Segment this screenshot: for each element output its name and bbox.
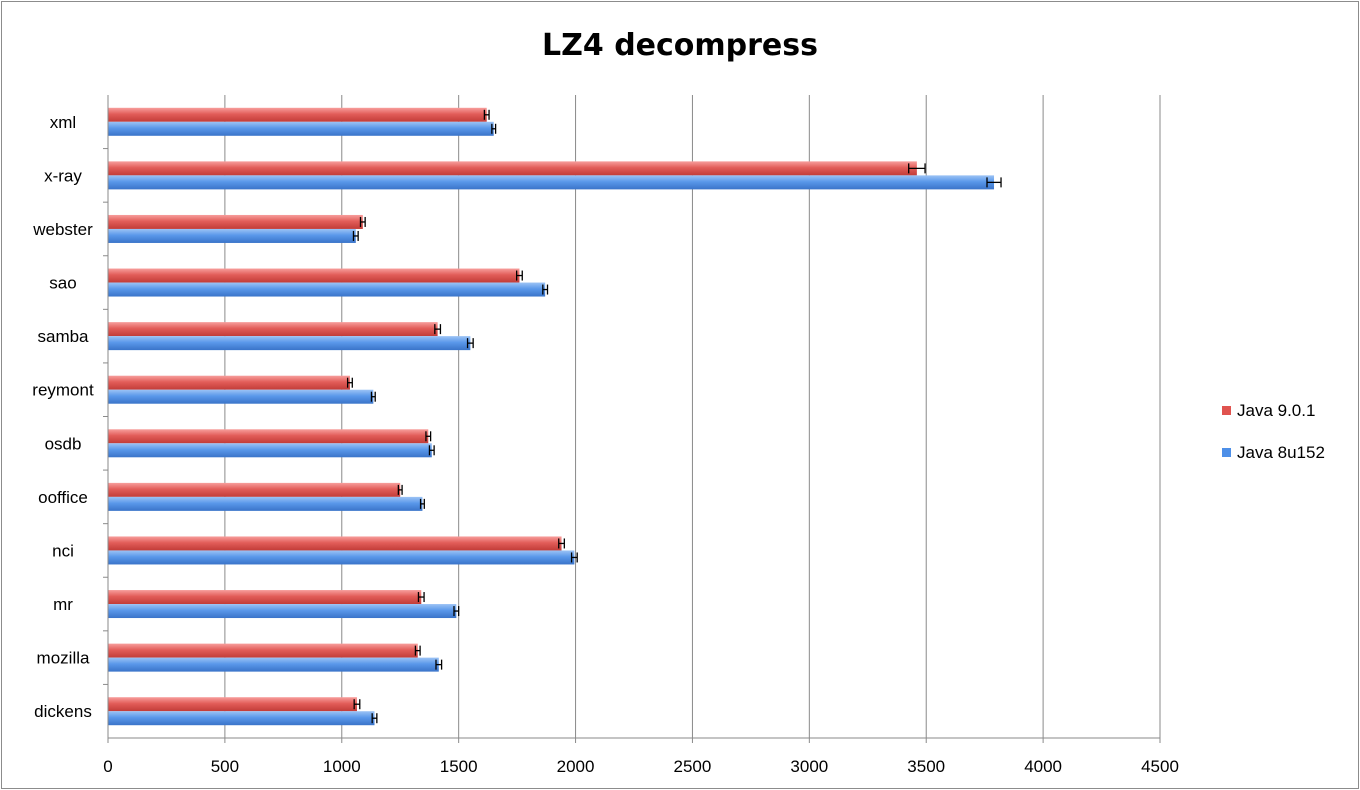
bar-java-8u152-sao: [108, 282, 546, 297]
error-bar-java-8u152-nci: [570, 552, 578, 563]
legend-swatch-java-9: [1222, 406, 1231, 415]
y-tick-label-xml: xml: [50, 113, 76, 132]
bar-java-8u152-x-ray: [108, 175, 995, 190]
error-bar-java-9-0-1-x-ray: [908, 163, 926, 174]
error-bar-java-9-0-1-nci: [558, 538, 565, 549]
y-tick-label-x-ray: x-ray: [44, 166, 82, 185]
bar-java-8u152-xml: [108, 121, 494, 136]
error-bar-java-8u152-dickens: [371, 713, 378, 724]
bar-java-8u152-dickens: [108, 711, 375, 726]
x-tick-label-1500: 1500: [440, 757, 478, 776]
error-bar-java-9-0-1-reymont: [346, 377, 353, 388]
bar-java-9-0-1-mr: [108, 590, 422, 605]
bar-java-9-0-1-nci: [108, 536, 562, 551]
y-tick-label-mr: mr: [53, 595, 73, 614]
error-bar-java-9-0-1-osdb: [425, 431, 432, 442]
error-bar-java-9-0-1-samba: [434, 324, 442, 335]
error-bar-java-8u152-x-ray: [986, 177, 1002, 188]
error-bar-java-9-0-1-ooffice: [397, 484, 403, 495]
error-bar-java-8u152-sao: [542, 284, 549, 295]
bar-java-9-0-1-reymont: [108, 375, 350, 390]
bar-java-8u152-osdb: [108, 443, 432, 458]
legend-label-java-8: Java 8u152: [1237, 442, 1325, 462]
bar-java-8u152-mr: [108, 604, 457, 619]
error-bar-java-9-0-1-xml: [483, 109, 490, 120]
chart-title: LZ4 decompress: [542, 28, 818, 63]
x-tick-label-3000: 3000: [790, 757, 828, 776]
y-tick-label-osdb: osdb: [45, 434, 82, 453]
y-tick-label-webster: webster: [32, 220, 93, 239]
bar-java-8u152-ooffice: [108, 496, 423, 511]
y-tick-label-sao: sao: [49, 274, 76, 293]
bar-java-9-0-1-mozilla: [108, 643, 418, 658]
y-tick-label-dickens: dickens: [34, 702, 92, 721]
x-tick-label-500: 500: [211, 757, 239, 776]
bar-java-9-0-1-dickens: [108, 697, 357, 712]
error-bar-java-8u152-ooffice: [419, 498, 425, 509]
x-tick-label-3500: 3500: [907, 757, 945, 776]
y-tick-label-reymont: reymont: [32, 381, 94, 400]
error-bar-java-8u152-reymont: [370, 391, 376, 402]
error-bar-java-8u152-mozilla: [435, 659, 443, 670]
bar-java-9-0-1-webster: [108, 214, 363, 229]
error-bar-java-9-0-1-sao: [515, 270, 523, 281]
x-tick-label-4500: 4500: [1141, 757, 1179, 776]
y-tick-label-mozilla: mozilla: [37, 649, 90, 668]
bar-java-8u152-webster: [108, 228, 356, 243]
error-bar-java-8u152-mr: [453, 606, 460, 617]
error-bar-java-8u152-xml: [491, 123, 497, 134]
legend-label-java-9: Java 9.0.1: [1237, 400, 1316, 420]
y-tick-label-ooffice: ooffice: [38, 488, 88, 507]
bar-java-9-0-1-x-ray: [108, 161, 917, 176]
error-bar-java-9-0-1-mozilla: [414, 645, 421, 656]
legend-item-java-9: Java 9.0.1: [1222, 398, 1325, 423]
error-bar-java-9-0-1-mr: [417, 592, 425, 603]
bar-java-8u152-nci: [108, 550, 575, 565]
bar-java-8u152-mozilla: [108, 657, 439, 672]
bar-java-9-0-1-sao: [108, 268, 520, 283]
bar-java-9-0-1-xml: [108, 107, 487, 122]
bar-java-9-0-1-samba: [108, 322, 438, 337]
x-tick-label-2000: 2000: [557, 757, 595, 776]
error-bar-java-8u152-samba: [466, 338, 474, 349]
bar-java-8u152-samba: [108, 336, 471, 351]
x-tick-label-4000: 4000: [1024, 757, 1062, 776]
y-tick-label-samba: samba: [37, 327, 89, 346]
error-bar-java-9-0-1-dickens: [353, 699, 361, 710]
legend: Java 9.0.1 Java 8u152: [1222, 398, 1325, 482]
y-tick-label-nci: nci: [52, 541, 74, 560]
legend-swatch-java-8: [1222, 448, 1231, 457]
x-tick-label-1000: 1000: [323, 757, 361, 776]
x-tick-label-2500: 2500: [674, 757, 712, 776]
error-bar-java-9-0-1-webster: [359, 216, 366, 227]
error-bar-java-8u152-webster: [352, 230, 359, 241]
bar-java-9-0-1-ooffice: [108, 482, 401, 497]
legend-item-java-8: Java 8u152: [1222, 440, 1325, 465]
error-bar-java-8u152-osdb: [428, 445, 435, 456]
bar-java-9-0-1-osdb: [108, 429, 429, 444]
bar-java-8u152-reymont: [108, 389, 374, 404]
x-tick-label-0: 0: [103, 757, 112, 776]
